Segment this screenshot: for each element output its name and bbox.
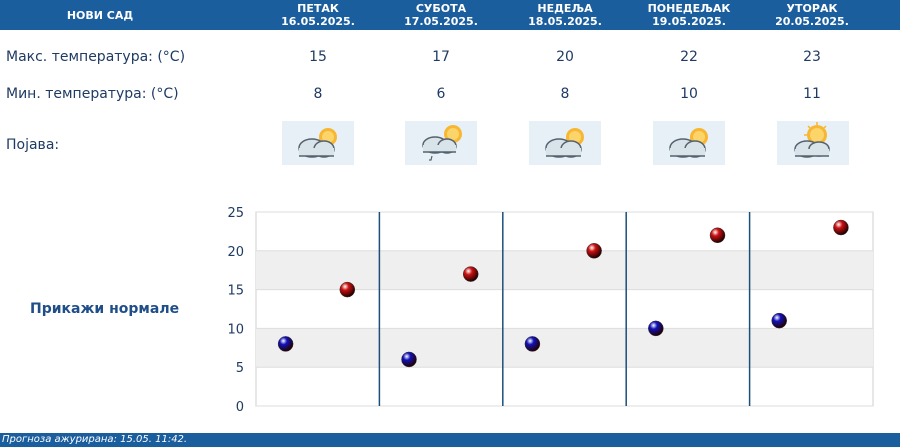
min-temp-point [277,336,294,352]
max-temp-value: 23 [803,49,821,65]
cloudy-sun-icon [653,121,725,165]
y-tick-label: 10 [227,322,244,337]
cloudy-sun-drizzle-icon [405,121,477,165]
min-temp-value: 11 [803,86,821,102]
cloudy-sun-icon [529,121,601,165]
min-temp-value: 8 [560,86,570,102]
max-temp-value: 20 [556,49,574,65]
grid-band [256,250,873,290]
max-temp-point [462,266,479,282]
update-time: Прогноза ажурирана: 15.05. 11:42. [2,434,188,445]
day-header-1: ПЕТАК 16.05.2025. [256,2,380,32]
plot-area [255,211,874,407]
max-temp-point [586,243,602,259]
y-tick-label: 20 [227,245,244,260]
day-name: СУБОТА [415,2,467,15]
day-date: 17.05.2025. [404,15,478,28]
max-temp-value: 17 [432,49,450,65]
y-tick-label: 5 [236,361,244,376]
day-header-4: ПОНЕДЕЉАК 19.05.2025. [627,2,751,32]
min-temp-value: 8 [313,86,323,102]
min-temp-point [401,351,417,368]
max-temp-point [833,219,849,236]
partly-cloudy-sun-icon [777,121,849,165]
weather-label: Појава: [6,137,60,153]
day-date: 20.05.2025. [775,15,849,28]
day-date: 18.05.2025. [528,15,602,28]
day-date: 16.05.2025. [281,15,355,28]
max-temp-point [709,227,726,244]
max-temp-value: 15 [309,49,327,65]
min-temp-point [524,336,541,352]
min-temp-label: Мин. температура: (°C) [6,86,179,102]
min-temp-point [648,320,664,337]
max-temp-label: Макс. температура: (°C) [6,49,186,65]
cloudy-sun-icon [282,121,354,165]
day-header-5: УТОРАК 20.05.2025. [750,2,874,32]
y-tick-label: 15 [227,284,244,299]
min-temp-value: 6 [436,86,446,102]
day-name: ПЕТАК [297,2,339,15]
y-tick-label: 0 [236,400,244,415]
grid-band [256,328,873,368]
min-temp-value: 10 [680,86,698,102]
city-name: НОВИ САД [66,9,134,22]
day-date: 19.05.2025. [652,15,726,28]
show-normals-link[interactable]: Прикажи нормале [30,301,180,317]
max-temp-point [339,281,356,298]
day-name: УТОРАК [786,2,838,15]
day-header-2: СУБОТА 17.05.2025. [379,2,503,32]
day-header-3: НЕДЕЉА 18.05.2025. [503,2,627,32]
y-tick-label: 25 [227,206,244,221]
update-footer: Прогноза ажурирана: 15.05. 11:42. [0,433,900,447]
max-temp-value: 22 [680,49,698,65]
min-temp-point [771,312,787,329]
forecast-header: НОВИ САД ПЕТАК 16.05.2025. СУБОТА 17.05.… [0,0,900,30]
day-name: НЕДЕЉА [537,2,593,15]
day-name: ПОНЕДЕЉАК [647,2,731,15]
